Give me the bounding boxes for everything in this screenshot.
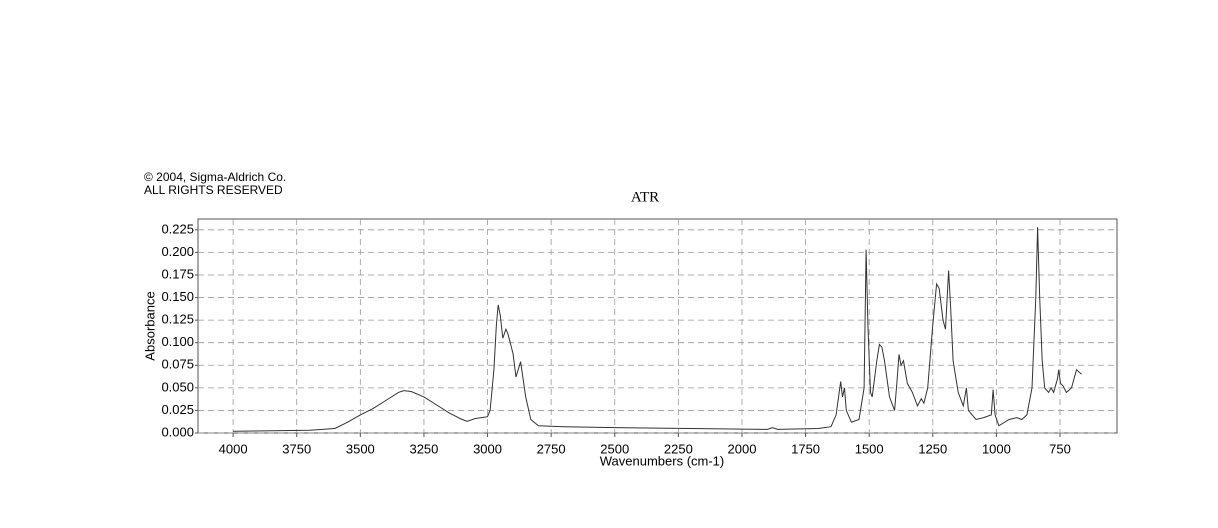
x-tick-label: 2750 [537, 441, 566, 456]
x-tick-label: 3250 [409, 441, 438, 456]
x-tick-label: 1000 [982, 441, 1011, 456]
copyright: ALL RIGHTS RESERVED [144, 183, 283, 197]
x-tick-label: 3500 [346, 441, 375, 456]
y-tick-label: 0.050 [161, 379, 194, 394]
x-axis-label: Wavenumbers (cm-1) [600, 453, 724, 468]
y-tick-label: 0.150 [161, 289, 194, 304]
y-tick-label: 0.175 [161, 266, 194, 281]
y-tick-label: 0.125 [161, 312, 194, 327]
x-tick-label: 1250 [918, 441, 947, 456]
plot-frame [197, 218, 1118, 434]
y-tick-label: 0.100 [161, 334, 194, 349]
x-tick-label: 4000 [219, 441, 248, 456]
x-tick-label: 1750 [791, 441, 820, 456]
x-tick-label: 3000 [473, 441, 502, 456]
y-tick-label: 0.075 [161, 357, 194, 372]
spectrum-line [233, 227, 1082, 432]
chart-title: ATR [631, 189, 659, 205]
y-tick-label: 0.000 [161, 424, 194, 439]
x-tick-label: 1500 [855, 441, 884, 456]
y-tick-label: 0.200 [161, 244, 194, 259]
x-tick-label: 750 [1049, 441, 1071, 456]
y-tick-label: 0.025 [161, 402, 194, 417]
copyright: © 2004, Sigma-Aldrich Co. [144, 170, 286, 184]
x-tick-label: 3750 [282, 441, 311, 456]
x-tick-label: 2250 [664, 441, 693, 456]
y-tick-label: 0.225 [161, 221, 194, 236]
x-tick-label: 2500 [600, 441, 629, 456]
x-tick-label: 2000 [728, 441, 757, 456]
y-axis-label: Absorbance [142, 291, 157, 360]
